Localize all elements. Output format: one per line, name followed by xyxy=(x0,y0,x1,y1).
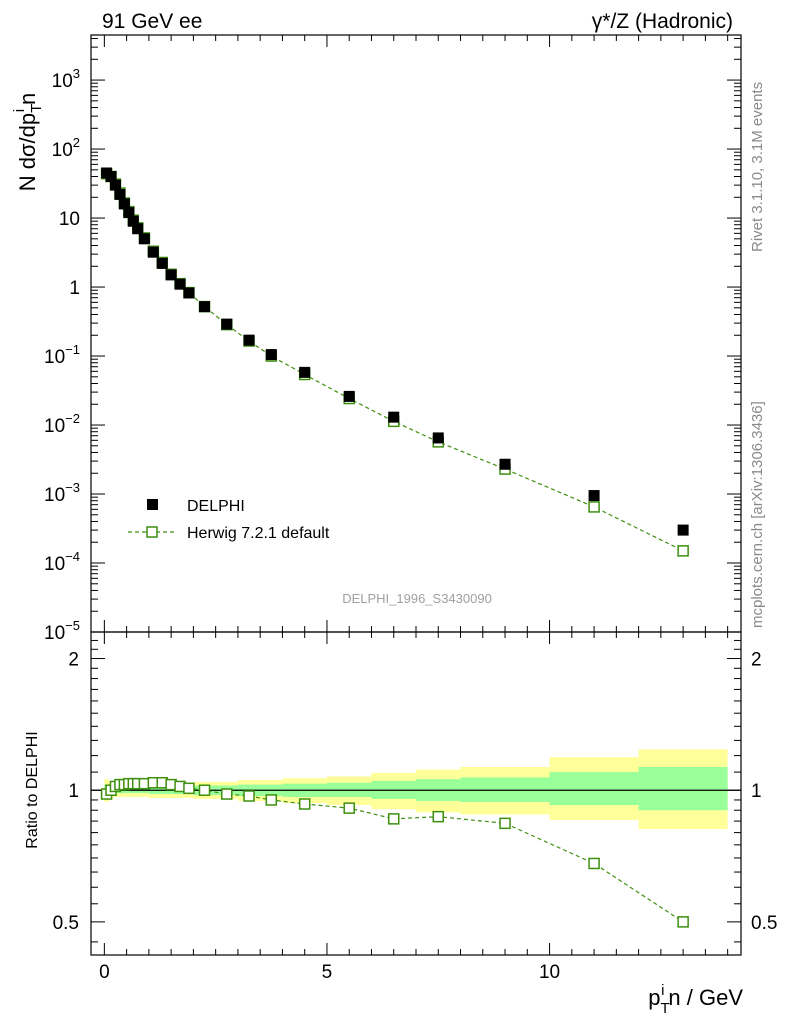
analysis-watermark: DELPHI_1996_S3430090 xyxy=(342,591,492,606)
ratio-axis-label: Ratio to DELPHI xyxy=(24,731,41,848)
mcplots-label: mcplots.cern.ch [arXiv:1306.3436] xyxy=(749,401,766,628)
ratio-point xyxy=(243,790,255,802)
y-tick-label: 10−4 xyxy=(44,549,80,575)
x-axis-label: pTi n / GeV xyxy=(648,982,743,1017)
y-axis-label: N dσ/dpTin xyxy=(11,93,45,192)
x-tick-label: 0 xyxy=(99,962,110,983)
ratio-y-tick-label: 1 xyxy=(751,781,762,802)
main-plot-frame xyxy=(90,34,742,633)
data-point xyxy=(243,334,255,346)
ratio-point xyxy=(499,817,511,830)
data-series xyxy=(101,167,689,536)
mc-point xyxy=(677,545,689,557)
ratio-y-tick-label: 2 xyxy=(68,650,79,671)
ratio-point xyxy=(265,794,278,806)
y-tick-label: 10−2 xyxy=(44,411,80,437)
data-point xyxy=(147,246,159,258)
data-point xyxy=(183,287,195,299)
legend-data-marker xyxy=(147,499,158,510)
data-point xyxy=(199,301,211,313)
data-point xyxy=(677,524,689,536)
ratio-y-tick-label: 0.5 xyxy=(751,913,777,934)
legend-mc-marker xyxy=(146,526,158,538)
ratio-point xyxy=(588,857,600,870)
mc-point xyxy=(588,501,600,513)
ratio-point xyxy=(198,784,211,796)
data-point xyxy=(105,171,117,183)
ratio-y-tick-label: 2 xyxy=(751,650,762,671)
data-point xyxy=(299,366,311,378)
data-point xyxy=(109,179,121,191)
x-tick-label: 5 xyxy=(322,962,333,983)
svg-text:pTin / GeV: pTi n / GeV xyxy=(648,982,743,1017)
data-point xyxy=(588,490,600,502)
data-point xyxy=(343,390,355,402)
ratio-y-tick-label: 1 xyxy=(68,781,79,802)
y-tick-label: 102 xyxy=(52,135,80,161)
legend: DELPHI Herwig 7.2.1 default xyxy=(128,498,330,542)
y-tick-label: 103 xyxy=(52,66,80,92)
data-point xyxy=(138,233,150,245)
header-right-label: γ*/Z (Hadronic) xyxy=(592,10,733,33)
y-tick-label: 10 xyxy=(59,209,80,230)
ratio-point xyxy=(432,810,445,823)
data-point xyxy=(499,458,511,470)
data-point xyxy=(221,318,233,330)
y-tick-label: 10−3 xyxy=(44,480,80,506)
legend-mc-label: Herwig 7.2.1 default xyxy=(187,525,330,542)
y-tick-label: 10−5 xyxy=(44,618,80,644)
ratio-y-tick-label: 0.5 xyxy=(53,913,79,934)
ratio-point xyxy=(343,802,355,814)
data-point xyxy=(432,432,444,444)
y-tick-label: 1 xyxy=(69,278,80,299)
data-point xyxy=(265,349,277,361)
ratio-point xyxy=(677,916,689,928)
ratio-point xyxy=(221,788,233,800)
header-left-label: 91 GeV ee xyxy=(102,10,202,33)
data-point xyxy=(174,278,186,290)
ratio-series xyxy=(100,777,689,928)
axis-ticks xyxy=(91,35,741,955)
rivet-version-label: Rivet 3.1.10, 3.1M events xyxy=(749,82,766,252)
data-point xyxy=(132,223,144,235)
ratio-band-inner xyxy=(549,772,639,806)
data-point xyxy=(127,215,139,227)
data-point xyxy=(388,411,400,423)
data-point xyxy=(118,198,130,210)
ratio-point xyxy=(298,798,311,810)
data-point xyxy=(156,257,168,269)
ratio-point xyxy=(183,782,195,795)
data-point xyxy=(123,207,135,219)
ratio-point xyxy=(387,813,400,825)
y-tick-label: 10−1 xyxy=(44,342,80,368)
data-point xyxy=(114,188,126,200)
data-point xyxy=(165,269,177,281)
ratio-band-inner xyxy=(638,766,728,811)
x-tick-label: 10 xyxy=(539,962,560,983)
svg-text:N dσ/dpTin: N dσ/dpTin xyxy=(11,93,45,192)
legend-data-label: DELPHI xyxy=(187,498,245,515)
